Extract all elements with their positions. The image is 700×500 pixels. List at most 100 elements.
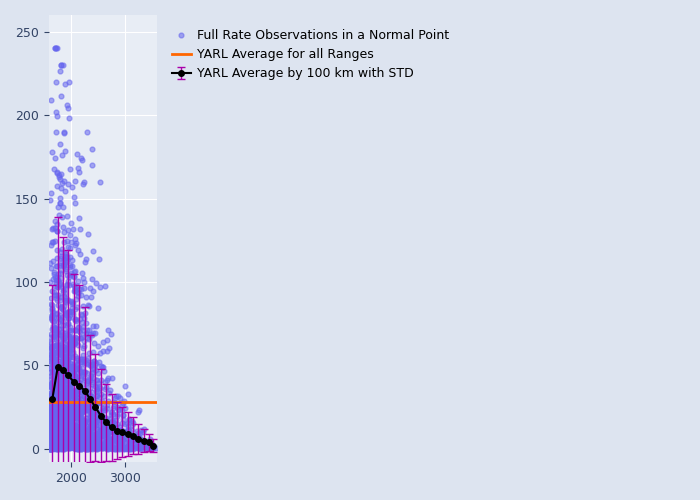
Full Rate Observations in a Normal Point (57, 419, 69, 427)
Full Rate Observations in a Normal Point (85, 330, 96, 338)
Full Rate Observations in a Normal Point (72, 164, 83, 172)
Full Rate Observations in a Normal Point (54, 280, 65, 288)
Full Rate Observations in a Normal Point (54, 330, 65, 338)
Full Rate Observations in a Normal Point (74, 444, 85, 452)
Full Rate Observations in a Normal Point (46, 405, 57, 413)
Full Rate Observations in a Normal Point (122, 444, 134, 452)
Full Rate Observations in a Normal Point (88, 432, 99, 440)
Full Rate Observations in a Normal Point (55, 194, 66, 202)
Full Rate Observations in a Normal Point (48, 423, 59, 431)
Full Rate Observations in a Normal Point (58, 336, 69, 344)
Full Rate Observations in a Normal Point (70, 428, 81, 436)
Full Rate Observations in a Normal Point (113, 434, 124, 442)
Full Rate Observations in a Normal Point (89, 382, 100, 390)
Full Rate Observations in a Normal Point (97, 444, 108, 452)
Full Rate Observations in a Normal Point (57, 372, 68, 380)
Full Rate Observations in a Normal Point (48, 424, 59, 432)
Full Rate Observations in a Normal Point (80, 255, 91, 263)
Full Rate Observations in a Normal Point (101, 422, 112, 430)
Full Rate Observations in a Normal Point (46, 370, 57, 378)
Full Rate Observations in a Normal Point (79, 430, 90, 438)
Full Rate Observations in a Normal Point (55, 354, 66, 362)
Full Rate Observations in a Normal Point (48, 432, 59, 440)
Full Rate Observations in a Normal Point (102, 374, 113, 382)
Full Rate Observations in a Normal Point (91, 433, 102, 441)
Full Rate Observations in a Normal Point (53, 432, 64, 440)
Full Rate Observations in a Normal Point (55, 442, 66, 450)
Full Rate Observations in a Normal Point (67, 280, 78, 287)
Full Rate Observations in a Normal Point (69, 193, 80, 201)
Full Rate Observations in a Normal Point (107, 434, 118, 442)
Full Rate Observations in a Normal Point (44, 438, 55, 446)
Full Rate Observations in a Normal Point (61, 373, 72, 381)
Full Rate Observations in a Normal Point (78, 392, 90, 400)
Full Rate Observations in a Normal Point (80, 356, 92, 364)
Full Rate Observations in a Normal Point (48, 358, 59, 366)
Full Rate Observations in a Normal Point (106, 424, 117, 432)
Full Rate Observations in a Normal Point (47, 408, 58, 416)
Full Rate Observations in a Normal Point (92, 444, 104, 452)
Full Rate Observations in a Normal Point (48, 420, 60, 428)
Full Rate Observations in a Normal Point (66, 431, 78, 439)
Full Rate Observations in a Normal Point (46, 374, 57, 382)
Full Rate Observations in a Normal Point (47, 427, 58, 435)
Full Rate Observations in a Normal Point (49, 381, 60, 389)
Full Rate Observations in a Normal Point (86, 411, 97, 419)
Full Rate Observations in a Normal Point (61, 340, 72, 348)
Full Rate Observations in a Normal Point (81, 369, 92, 377)
Full Rate Observations in a Normal Point (92, 434, 104, 442)
Full Rate Observations in a Normal Point (46, 444, 57, 452)
Full Rate Observations in a Normal Point (119, 444, 130, 452)
Full Rate Observations in a Normal Point (84, 302, 95, 310)
Full Rate Observations in a Normal Point (57, 396, 69, 404)
Full Rate Observations in a Normal Point (69, 338, 80, 346)
Full Rate Observations in a Normal Point (124, 414, 135, 422)
Full Rate Observations in a Normal Point (51, 441, 62, 449)
Full Rate Observations in a Normal Point (63, 414, 74, 422)
Full Rate Observations in a Normal Point (44, 442, 55, 450)
Full Rate Observations in a Normal Point (69, 432, 80, 440)
Full Rate Observations in a Normal Point (60, 366, 71, 374)
Full Rate Observations in a Normal Point (97, 347, 108, 355)
Full Rate Observations in a Normal Point (101, 445, 112, 453)
Full Rate Observations in a Normal Point (47, 420, 58, 428)
Full Rate Observations in a Normal Point (69, 272, 80, 280)
Full Rate Observations in a Normal Point (102, 418, 113, 426)
Full Rate Observations in a Normal Point (44, 196, 55, 204)
Full Rate Observations in a Normal Point (111, 412, 122, 420)
Full Rate Observations in a Normal Point (52, 342, 63, 350)
Full Rate Observations in a Normal Point (106, 418, 118, 426)
Full Rate Observations in a Normal Point (52, 44, 63, 52)
Full Rate Observations in a Normal Point (50, 406, 62, 413)
Full Rate Observations in a Normal Point (121, 442, 132, 450)
Full Rate Observations in a Normal Point (76, 364, 88, 372)
Full Rate Observations in a Normal Point (88, 444, 99, 452)
Full Rate Observations in a Normal Point (61, 438, 72, 446)
Full Rate Observations in a Normal Point (49, 444, 60, 452)
Full Rate Observations in a Normal Point (50, 409, 62, 417)
Full Rate Observations in a Normal Point (58, 444, 69, 452)
Full Rate Observations in a Normal Point (48, 428, 59, 436)
Full Rate Observations in a Normal Point (49, 437, 60, 445)
Full Rate Observations in a Normal Point (50, 418, 62, 426)
Full Rate Observations in a Normal Point (66, 442, 78, 450)
Full Rate Observations in a Normal Point (56, 418, 67, 426)
Full Rate Observations in a Normal Point (71, 444, 82, 452)
Full Rate Observations in a Normal Point (51, 436, 62, 444)
Full Rate Observations in a Normal Point (76, 269, 88, 277)
Full Rate Observations in a Normal Point (70, 442, 81, 450)
Full Rate Observations in a Normal Point (116, 418, 127, 426)
Full Rate Observations in a Normal Point (52, 291, 64, 299)
Full Rate Observations in a Normal Point (97, 398, 108, 406)
Full Rate Observations in a Normal Point (108, 418, 119, 426)
Full Rate Observations in a Normal Point (52, 391, 64, 399)
Full Rate Observations in a Normal Point (92, 440, 104, 448)
Full Rate Observations in a Normal Point (64, 352, 75, 360)
Full Rate Observations in a Normal Point (76, 406, 88, 414)
Full Rate Observations in a Normal Point (58, 438, 69, 446)
Full Rate Observations in a Normal Point (44, 427, 55, 435)
Full Rate Observations in a Normal Point (72, 292, 83, 300)
Full Rate Observations in a Normal Point (52, 398, 63, 406)
Full Rate Observations in a Normal Point (88, 358, 99, 366)
Full Rate Observations in a Normal Point (48, 330, 60, 338)
